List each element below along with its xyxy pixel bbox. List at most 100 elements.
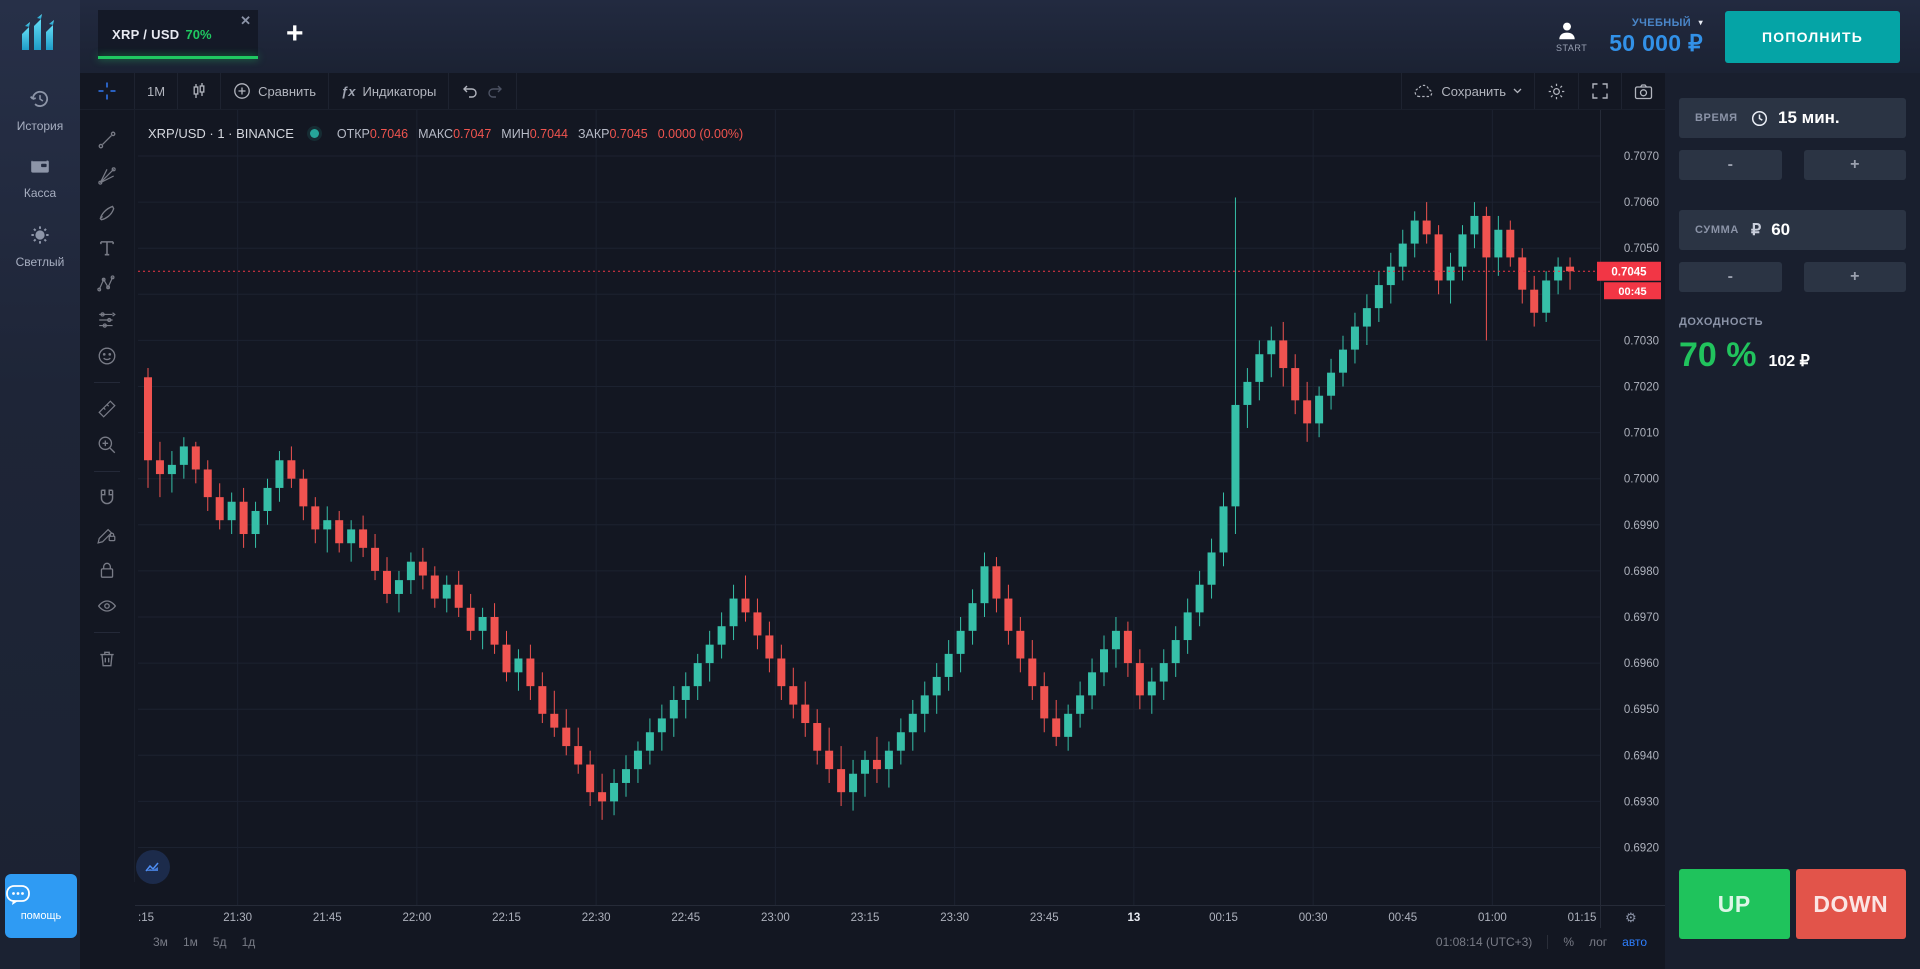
sidebar-item-theme[interactable]: Светлый [0,224,80,269]
ruler-tool[interactable] [80,391,134,427]
brush-tool[interactable] [80,194,134,230]
svg-text:0.6980: 0.6980 [1624,566,1659,578]
time-increase-button[interactable]: + [1803,150,1906,180]
deposit-button[interactable]: ПОПОЛНИТЬ [1725,10,1900,63]
tab-close-icon[interactable]: ✕ [240,13,251,28]
svg-text:0.7050: 0.7050 [1624,243,1659,255]
xabcd-pattern-tool[interactable] [80,266,134,302]
text-tool[interactable] [80,230,134,266]
amount-increase-button[interactable]: + [1803,262,1906,292]
sidebar-item-history[interactable]: История [0,88,80,133]
sun-theme-icon [29,224,51,246]
time-value: 15 мин. [1778,108,1840,127]
redo-icon[interactable] [486,83,504,99]
range-5d-button[interactable]: 5д [212,934,227,949]
account-type-dropdown[interactable]: УЧЕБНЫЙ ▾ [1609,17,1703,29]
legend-change-value: 0.0000 (0.00%) [657,126,744,141]
help-button[interactable]: помощь [5,874,77,938]
svg-text:22:00: 22:00 [402,912,431,924]
chart-plot[interactable]: XRP/USD · 1 · BINANCE ОТКР0.7046 МАКС0.7… [135,110,1665,928]
indicators-label: Индикаторы [362,83,437,99]
save-layout-button[interactable]: Сохранить [1401,73,1535,109]
ruble-icon: ₽ [1751,222,1762,239]
account-block[interactable]: УЧЕБНЫЙ ▾ 50 000 ₽ [1609,17,1703,57]
svg-text:0.7020: 0.7020 [1624,382,1659,394]
legend-title[interactable]: XRP/USD · 1 · BINANCE [148,126,294,141]
lock-all-tool[interactable] [80,552,134,588]
percent-scale-button[interactable]: % [1563,934,1574,949]
svg-text:00:45: 00:45 [1388,912,1417,924]
chart-area: 1M Сравнить ƒx Индикаторы [80,73,1665,969]
toolbar-divider [94,471,120,472]
divider [1547,934,1549,949]
maximize-pane-button[interactable] [136,850,170,884]
candlestick-chart[interactable]: 0.70700.70600.70500.70400.70300.70200.70… [135,110,1665,928]
undo-icon[interactable] [461,83,479,99]
trade-panel: ВРЕМЯ 15 мин. - + СУММА ₽ 60 - + ДОХОДНО… [1665,73,1920,969]
interval-label: 1M [147,83,166,99]
chart-settings-button[interactable] [1535,73,1579,109]
log-scale-button[interactable]: лог [1588,934,1608,949]
plus-circle-icon [233,82,251,100]
up-button[interactable]: UP [1679,869,1790,939]
chart-bottom-bar: 3м 1м 5д 1д 01:08:14 (UTC+3) % лог авто [135,928,1665,955]
asset-tab[interactable]: XRP / USD 70% ✕ [98,10,258,59]
svg-text:0.6920: 0.6920 [1624,843,1659,855]
svg-text:21:30: 21:30 [223,912,252,924]
range-3m-button[interactable]: 3м [153,934,168,949]
legend-low-value: 0.7044 [529,126,568,141]
svg-text:00:30: 00:30 [1299,912,1328,924]
screenshot-button[interactable] [1622,73,1665,109]
chat-icon [5,884,77,908]
magnet-tool[interactable] [80,480,134,516]
candles-style-icon [190,82,208,100]
time-decrease-button[interactable]: - [1679,150,1782,180]
clock-utc[interactable]: 01:08:14 (UTC+3) [1435,934,1533,949]
legend-high-label: МАКС [418,126,454,141]
app-sidebar: История Касса Светлый [0,0,80,969]
auto-scale-button[interactable]: авто [1622,934,1647,949]
svg-text:01:15: 01:15 [1568,912,1597,924]
svg-text::15: :15 [138,912,154,924]
chart-style-button[interactable] [178,73,222,109]
user-menu[interactable]: START [1556,20,1587,53]
indicators-button[interactable]: ƒx Индикаторы [329,73,450,109]
help-label: помощь [20,910,62,922]
legend-close-label: ЗАКР [577,126,610,141]
interval-button[interactable]: 1M [135,73,179,109]
emoji-tool[interactable] [80,338,134,374]
svg-text:21:45: 21:45 [313,912,342,924]
svg-text:0.7070: 0.7070 [1624,151,1659,163]
amount-field[interactable]: СУММА ₽ 60 [1679,210,1906,250]
remove-drawings-tool[interactable] [80,641,134,677]
gann-fib-tool[interactable] [80,158,134,194]
camera-icon [1634,83,1653,100]
svg-text:0.6970: 0.6970 [1624,612,1659,624]
svg-text:0.7000: 0.7000 [1624,474,1659,486]
drawing-lock-tool[interactable] [80,516,134,552]
app-logo[interactable] [16,12,62,58]
sidebar-item-cashier[interactable]: Касса [0,155,80,200]
tab-symbol: XRP / USD [112,27,180,42]
fullscreen-button[interactable] [1579,73,1622,109]
compare-label: Сравнить [258,83,316,99]
time-field[interactable]: ВРЕМЯ 15 мин. [1679,98,1906,138]
amount-decrease-button[interactable]: - [1679,262,1782,292]
svg-text:0.6990: 0.6990 [1624,520,1659,532]
trend-line-tool[interactable] [80,122,134,158]
down-button[interactable]: DOWN [1795,869,1906,939]
crosshair-tool-button[interactable] [80,73,135,109]
range-1d-button[interactable]: 1д [241,934,256,949]
account-type-label: УЧЕБНЫЙ [1631,16,1692,29]
svg-text:22:15: 22:15 [492,912,521,924]
forecast-measure-tool[interactable] [80,302,134,338]
range-1m-button[interactable]: 1м [182,934,198,949]
zoom-in-tool[interactable] [80,427,134,463]
add-tab-button[interactable]: + [286,16,304,50]
toolbar-divider [94,632,120,633]
hide-all-tool[interactable] [80,588,134,624]
svg-text:00:45: 00:45 [1618,286,1646,298]
gear-icon [1547,82,1566,101]
compare-button[interactable]: Сравнить [221,73,329,109]
chart-legend: XRP/USD · 1 · BINANCE ОТКР0.7046 МАКС0.7… [148,126,743,141]
